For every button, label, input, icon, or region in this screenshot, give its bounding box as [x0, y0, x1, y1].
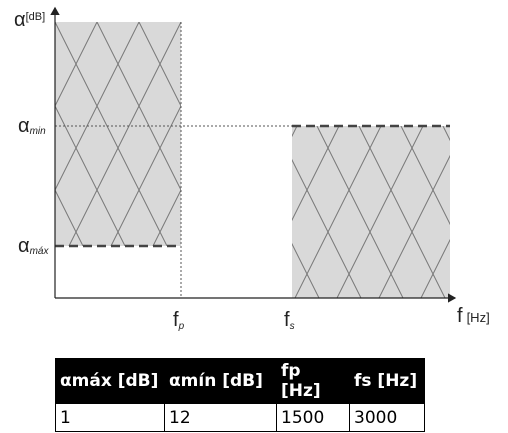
table-cell: 3000: [349, 403, 425, 432]
spec-table: αmáx [dB] αmín [dB] fp [Hz] fs [Hz] 1 12 1500…: [55, 358, 425, 432]
fs-label: fs: [284, 309, 295, 332]
unit: [dB]: [26, 11, 46, 23]
unit: [Hz]: [467, 310, 490, 325]
filter-diagram: α[dB] αmin αmáx fp fs f [Hz]: [14, 6, 490, 332]
passband-hatch: [55, 22, 181, 246]
subscript: s: [290, 321, 295, 332]
header-cell: αmín [dB]: [164, 358, 277, 404]
symbol: f: [457, 305, 463, 327]
table-body: 1 12 1500 3000: [55, 403, 425, 432]
symbol: α: [18, 235, 30, 257]
stopband-hatch: [292, 126, 450, 298]
subscript: p: [178, 321, 185, 332]
table-row: 1 12 1500 3000: [55, 403, 425, 432]
alpha-min-label: αmin: [18, 115, 46, 137]
header-cell: αmáx [dB]: [55, 358, 165, 404]
x-axis-label: f [Hz]: [457, 305, 490, 327]
header-cell: fp [Hz]: [276, 358, 350, 404]
symbol: f: [284, 309, 290, 331]
fp-label: fp: [173, 309, 185, 332]
symbol: α: [18, 115, 30, 137]
table-cell: 1: [55, 403, 165, 432]
subscript: máx: [30, 246, 50, 257]
table-cell: 12: [164, 403, 277, 432]
table-cell: 1500: [276, 403, 350, 432]
symbol: f: [173, 309, 179, 331]
header-row: αmáx [dB] αmín [dB] fp [Hz] fs [Hz]: [55, 358, 425, 404]
alpha-max-label: αmáx: [18, 235, 49, 257]
symbol: α: [14, 9, 26, 31]
y-axis-label: α[dB]: [14, 9, 45, 31]
header-cell: fs [Hz]: [349, 358, 425, 404]
subscript: min: [30, 126, 47, 137]
